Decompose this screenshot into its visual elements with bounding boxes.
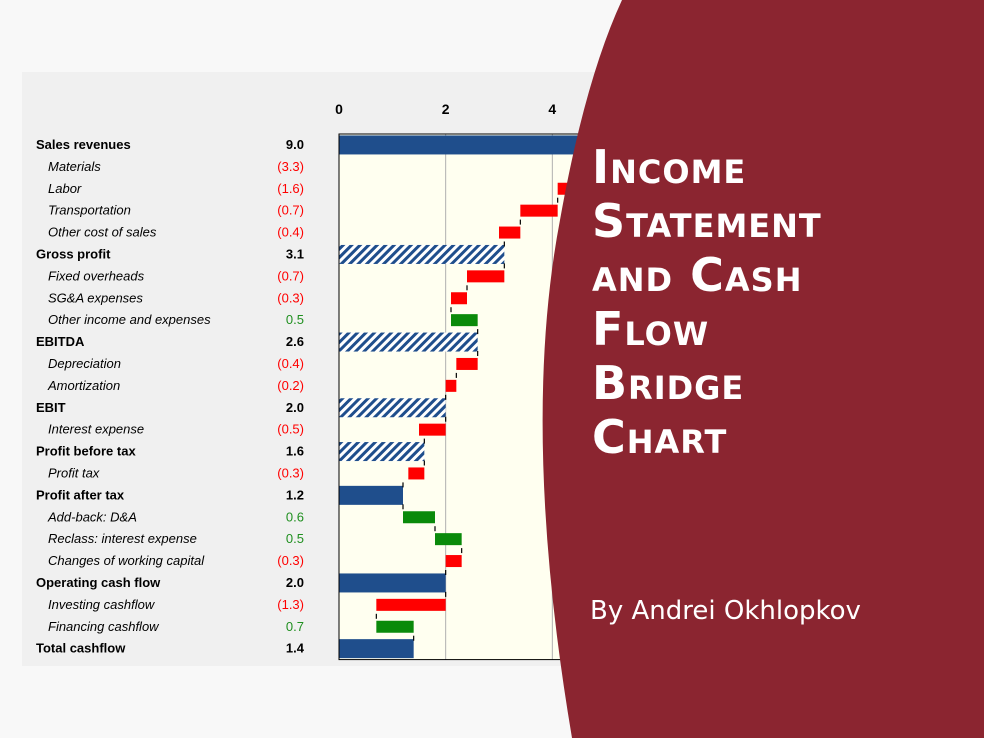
- row-label: Reclass: interest expense: [48, 531, 197, 546]
- delta-bar: [408, 467, 425, 480]
- delta-bar: [456, 357, 478, 370]
- row-value: (1.6): [277, 181, 304, 196]
- row-label: Other cost of sales: [48, 225, 157, 240]
- row-label: Total cashflow: [36, 641, 126, 656]
- row-label: Materials: [48, 159, 101, 174]
- row-value: 1.4: [286, 641, 305, 656]
- row-label: Transportation: [48, 203, 131, 218]
- delta-bar: [520, 204, 558, 217]
- title-line-4: Flow: [592, 302, 710, 356]
- row-label: Add-back: D&A: [47, 509, 137, 524]
- row-label: Sales revenues: [36, 137, 131, 152]
- row-value: (0.7): [277, 203, 304, 218]
- delta-bar: [403, 511, 435, 524]
- delta-bar: [435, 533, 462, 546]
- row-label: Labor: [48, 181, 82, 196]
- x-tick-label: 0: [335, 101, 343, 117]
- row-label: EBITDA: [36, 334, 85, 349]
- row-value: 0.5: [286, 531, 304, 546]
- delta-bar: [376, 598, 446, 611]
- row-label: Investing cashflow: [48, 597, 156, 612]
- row-label: Gross profit: [36, 246, 111, 261]
- delta-bar: [499, 226, 521, 239]
- row-value: 0.6: [286, 509, 304, 524]
- subtotal-bar: [339, 442, 425, 462]
- total-bar: [339, 639, 414, 659]
- row-value: 3.1: [286, 246, 304, 261]
- row-label: SG&A expenses: [48, 290, 143, 305]
- x-tick-label: 2: [442, 101, 450, 117]
- row-value: (0.5): [277, 422, 304, 437]
- delta-bar: [445, 379, 457, 392]
- row-value: (1.3): [277, 597, 304, 612]
- row-value: 0.7: [286, 619, 304, 634]
- row-label: Changes of working capital: [48, 553, 205, 568]
- row-value: (0.2): [277, 378, 304, 393]
- delta-bar: [376, 620, 414, 633]
- delta-bar: [451, 314, 478, 327]
- title-block: Income Statement and Cash Flow Bridge Ch…: [592, 140, 972, 464]
- delta-bar: [467, 270, 505, 283]
- title-line-1: Income: [592, 140, 747, 194]
- row-value: (0.7): [277, 268, 304, 283]
- row-label: Profit before tax: [36, 444, 136, 459]
- row-value: 9.0: [286, 137, 304, 152]
- title-line-2: Statement: [592, 194, 822, 248]
- row-label: Depreciation: [48, 356, 121, 371]
- title-line-6: Chart: [592, 410, 728, 464]
- delta-bar: [451, 292, 467, 305]
- row-value: 0.5: [286, 312, 304, 327]
- delta-bar: [419, 423, 446, 436]
- row-value: (0.4): [277, 356, 304, 371]
- title-line-3: and Cash: [592, 248, 803, 302]
- row-label: Profit after tax: [36, 487, 125, 502]
- row-value: (0.3): [277, 290, 304, 305]
- row-value: (0.3): [277, 553, 304, 568]
- row-value: 2.6: [286, 334, 304, 349]
- row-label: Fixed overheads: [48, 268, 145, 283]
- plot-border: [338, 133, 642, 661]
- delta-bar: [445, 555, 462, 568]
- subtotal-bar: [339, 244, 505, 264]
- x-tick-label: 4: [548, 101, 556, 117]
- row-value: (0.3): [277, 465, 304, 480]
- row-label: Other income and expenses: [48, 312, 211, 327]
- total-bar: [339, 135, 642, 155]
- row-label: Profit tax: [48, 465, 100, 480]
- row-value: 1.6: [286, 444, 304, 459]
- subtotal-bar: [339, 398, 446, 418]
- row-label: EBIT: [36, 400, 66, 415]
- total-bar: [339, 573, 446, 593]
- title-line-5: Bridge: [592, 356, 745, 410]
- row-value: 2.0: [286, 575, 304, 590]
- overlay-shape: [542, 0, 984, 738]
- row-label: Interest expense: [48, 422, 144, 437]
- byline: By Andrei Okhlopkov: [590, 596, 861, 626]
- subtotal-bar: [339, 332, 478, 352]
- row-value: 2.0: [286, 400, 304, 415]
- row-label: Amortization: [47, 378, 120, 393]
- total-bar: [339, 485, 403, 505]
- row-label: Financing cashflow: [48, 619, 160, 634]
- row-value: 1.2: [286, 487, 304, 502]
- row-value: (0.4): [277, 225, 304, 240]
- row-label: Operating cash flow: [36, 575, 161, 590]
- row-value: (3.3): [277, 159, 304, 174]
